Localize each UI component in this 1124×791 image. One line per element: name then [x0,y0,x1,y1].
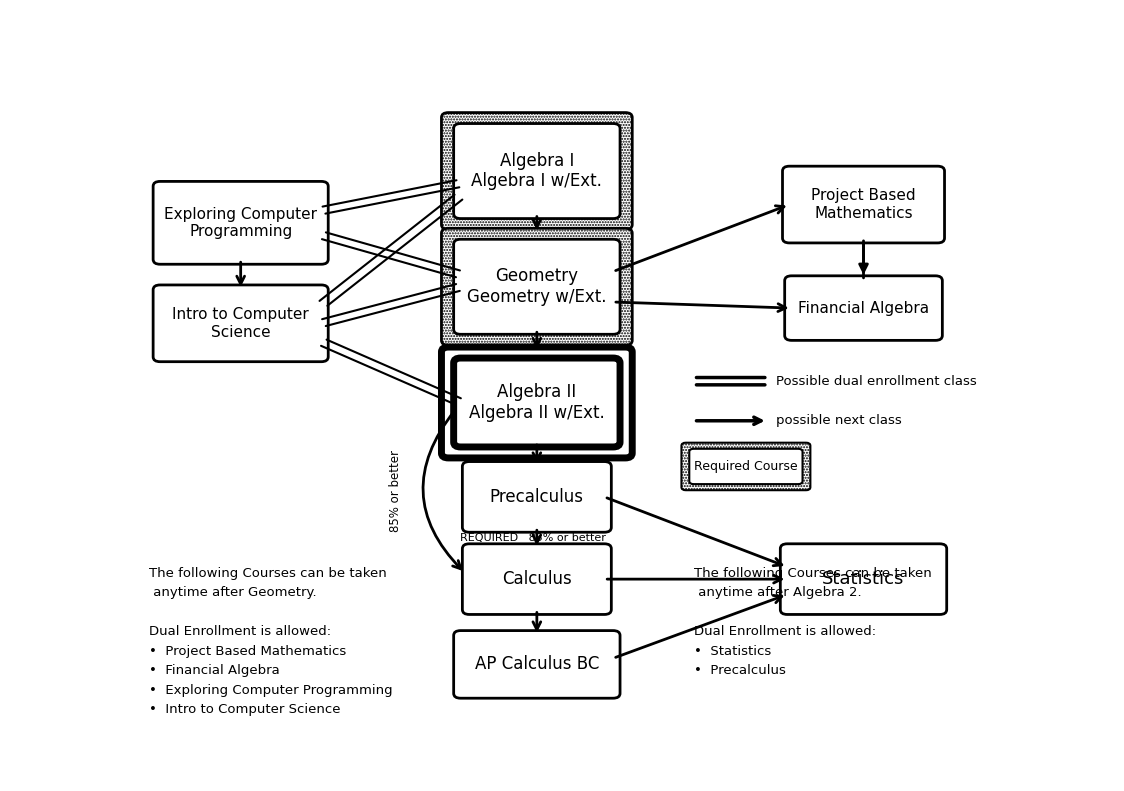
FancyBboxPatch shape [782,166,944,243]
Text: Precalculus: Precalculus [490,488,583,506]
FancyBboxPatch shape [442,229,632,345]
FancyBboxPatch shape [454,123,620,218]
Text: Financial Algebra: Financial Algebra [798,301,930,316]
FancyBboxPatch shape [681,443,810,490]
FancyBboxPatch shape [442,347,632,458]
Text: Project Based
Mathematics: Project Based Mathematics [812,188,916,221]
FancyBboxPatch shape [153,285,328,361]
Text: Required Course: Required Course [695,460,798,473]
Text: possible next class: possible next class [777,414,903,427]
FancyBboxPatch shape [462,462,611,532]
Text: Algebra I
Algebra I w/Ext.: Algebra I Algebra I w/Ext. [471,152,602,191]
Text: Exploring Computer
Programming: Exploring Computer Programming [164,206,317,239]
Text: Statistics: Statistics [823,570,905,589]
FancyBboxPatch shape [442,112,632,229]
FancyBboxPatch shape [462,543,611,615]
Text: The following Courses can be taken
 anytime after Algebra 2.

Dual Enrollment is: The following Courses can be taken anyti… [694,567,932,677]
Text: Possible dual enrollment class: Possible dual enrollment class [777,375,977,388]
FancyBboxPatch shape [153,181,328,264]
Text: Algebra II
Algebra II w/Ext.: Algebra II Algebra II w/Ext. [469,383,605,422]
FancyBboxPatch shape [780,543,946,615]
FancyBboxPatch shape [454,239,620,335]
Text: Intro to Computer
Science: Intro to Computer Science [172,307,309,339]
FancyBboxPatch shape [454,630,620,698]
Text: The following Courses can be taken
 anytime after Geometry.

Dual Enrollment is : The following Courses can be taken anyti… [149,567,392,717]
Text: AP Calculus BC: AP Calculus BC [474,656,599,673]
Text: 85% or better: 85% or better [389,450,401,532]
Text: REQUIRED   85% or better: REQUIRED 85% or better [460,533,606,543]
Text: Geometry
Geometry w/Ext.: Geometry Geometry w/Ext. [468,267,607,306]
FancyBboxPatch shape [454,358,620,447]
Text: Calculus: Calculus [502,570,572,589]
FancyBboxPatch shape [785,276,942,340]
FancyBboxPatch shape [689,448,803,484]
